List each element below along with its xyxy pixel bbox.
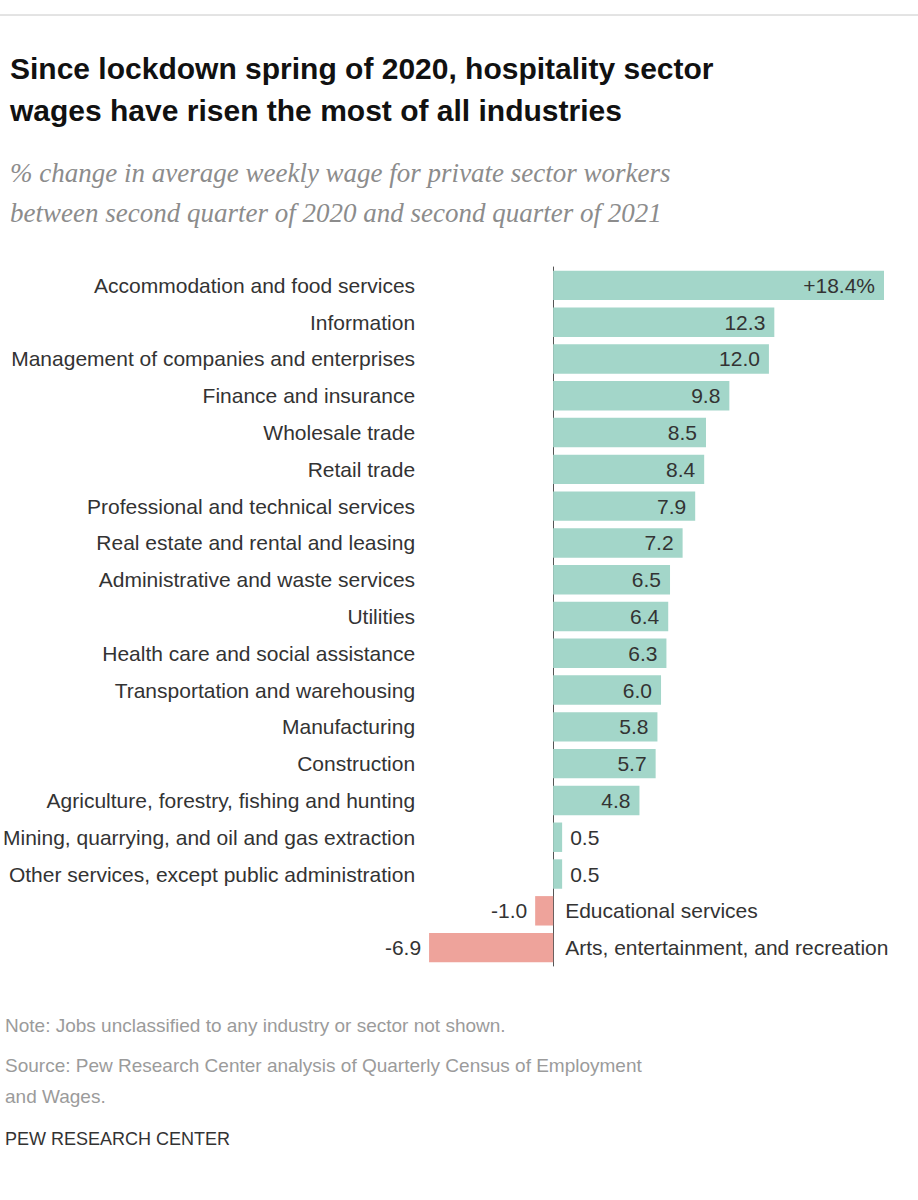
svg-text:Wholesale trade: Wholesale trade bbox=[263, 421, 415, 444]
svg-text:8.5: 8.5 bbox=[668, 421, 697, 444]
svg-text:5.8: 5.8 bbox=[619, 715, 648, 738]
svg-text:6.0: 6.0 bbox=[623, 679, 652, 702]
svg-text:and Wages.: and Wages. bbox=[5, 1086, 106, 1107]
svg-text:% change in average weekly wag: % change in average weekly wage for priv… bbox=[10, 158, 671, 188]
svg-text:wages have risen the most of a: wages have risen the most of all industr… bbox=[9, 94, 622, 127]
svg-text:Retail trade: Retail trade bbox=[308, 458, 415, 481]
svg-text:-6.9: -6.9 bbox=[385, 936, 421, 959]
svg-text:0.5: 0.5 bbox=[570, 863, 599, 886]
svg-text:Other services, except public: Other services, except public administra… bbox=[9, 863, 415, 886]
svg-text:Note: Jobs unclassified to any: Note: Jobs unclassified to any industry … bbox=[5, 1015, 506, 1036]
svg-text:6.4: 6.4 bbox=[630, 605, 660, 628]
svg-text:0.5: 0.5 bbox=[570, 826, 599, 849]
svg-text:6.5: 6.5 bbox=[632, 568, 661, 591]
svg-text:12.3: 12.3 bbox=[724, 311, 765, 334]
svg-text:Since lockdown spring of 2020,: Since lockdown spring of 2020, hospitali… bbox=[10, 52, 714, 85]
svg-text:Information: Information bbox=[310, 311, 415, 334]
svg-text:4.8: 4.8 bbox=[601, 789, 630, 812]
svg-text:Educational services: Educational services bbox=[565, 899, 758, 922]
svg-text:8.4: 8.4 bbox=[666, 458, 696, 481]
svg-text:7.9: 7.9 bbox=[657, 495, 686, 518]
svg-text:Finance and insurance: Finance and insurance bbox=[203, 384, 415, 407]
svg-text:Mining, quarrying, and oil and: Mining, quarrying, and oil and gas extra… bbox=[3, 826, 415, 849]
svg-text:Source: Pew Research Center an: Source: Pew Research Center analysis of … bbox=[5, 1055, 642, 1076]
svg-text:Health care and social assista: Health care and social assistance bbox=[102, 642, 415, 665]
svg-text:Manufacturing: Manufacturing bbox=[282, 715, 415, 738]
svg-text:5.7: 5.7 bbox=[617, 752, 646, 775]
svg-text:PEW RESEARCH CENTER: PEW RESEARCH CENTER bbox=[5, 1129, 230, 1149]
svg-text:-1.0: -1.0 bbox=[491, 899, 527, 922]
svg-text:Transportation and warehousing: Transportation and warehousing bbox=[115, 679, 415, 702]
svg-text:9.8: 9.8 bbox=[691, 384, 720, 407]
svg-text:Agriculture, forestry, fishing: Agriculture, forestry, fishing and hunti… bbox=[47, 789, 415, 812]
svg-text:Management of companies and en: Management of companies and enterprises bbox=[11, 347, 415, 370]
svg-text:12.0: 12.0 bbox=[719, 347, 760, 370]
svg-text:Construction: Construction bbox=[297, 752, 415, 775]
svg-text:Arts, entertainment, and recre: Arts, entertainment, and recreation bbox=[565, 936, 888, 959]
svg-text:Utilities: Utilities bbox=[347, 605, 415, 628]
svg-text:Real estate and rental and lea: Real estate and rental and leasing bbox=[96, 531, 415, 554]
svg-text:Professional and technical ser: Professional and technical services bbox=[87, 495, 415, 518]
svg-text:+18.4%: +18.4% bbox=[803, 274, 875, 297]
svg-text:Accommodation and food service: Accommodation and food services bbox=[94, 274, 415, 297]
svg-text:between second quarter of 2020: between second quarter of 2020 and secon… bbox=[10, 198, 662, 228]
svg-text:Administrative and waste servi: Administrative and waste services bbox=[99, 568, 415, 591]
svg-text:6.3: 6.3 bbox=[628, 642, 657, 665]
svg-text:7.2: 7.2 bbox=[644, 531, 673, 554]
